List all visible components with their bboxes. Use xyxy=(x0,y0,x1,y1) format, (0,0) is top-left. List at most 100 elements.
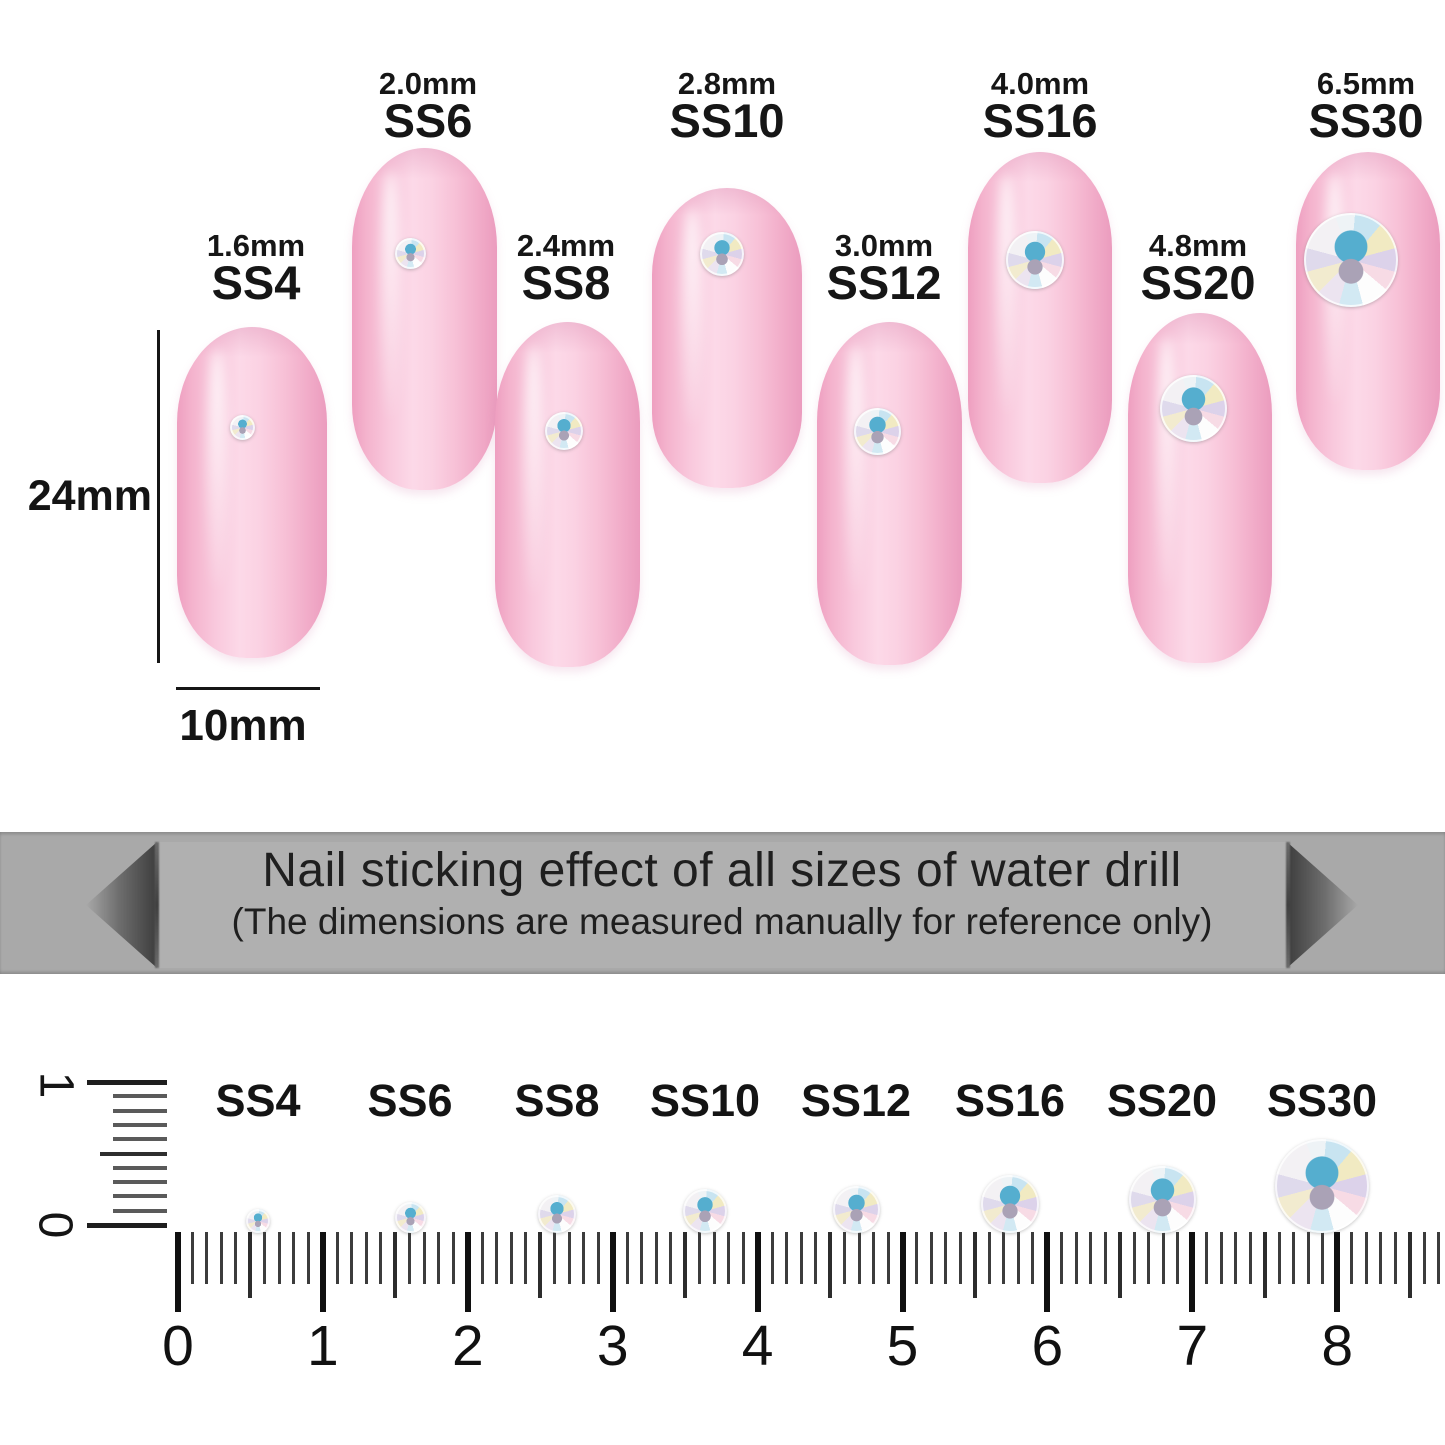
ruler-number-0: 0 xyxy=(162,1314,194,1378)
ruler-tick-4.1cm xyxy=(770,1232,774,1284)
ruler-tick-2.6cm xyxy=(553,1232,557,1284)
ruler-tick-5.7cm xyxy=(1002,1232,1006,1284)
ruler-tick-1.8cm xyxy=(437,1232,441,1284)
ruler-number-4: 4 xyxy=(741,1314,774,1378)
ruler-tick-3.8cm xyxy=(727,1232,731,1284)
ruler-tick-0.9cm xyxy=(306,1232,310,1284)
ruler-tick-5.4cm xyxy=(958,1232,962,1284)
ruler-tick-6.4cm xyxy=(1103,1232,1107,1284)
nail-ss20 xyxy=(1128,313,1272,663)
vertical-ruler-tick-5 xyxy=(100,1151,167,1156)
ruler-tick-6.6cm xyxy=(1132,1232,1136,1284)
ruler-tick-1.1cm xyxy=(335,1232,339,1284)
ruler-stone-label-ss16: SS16 xyxy=(954,1075,1066,1126)
nail-size-mm-label-ss8: 2.4mm xyxy=(516,228,616,263)
ruler-tick-7.5cm xyxy=(1262,1232,1267,1298)
vertical-ruler-number-1: 1 xyxy=(29,1071,83,1099)
ruler-stone-label-ss10: SS10 xyxy=(649,1075,761,1126)
ruler-tick-0.4cm xyxy=(234,1232,238,1284)
ruler-tick-2.0cm xyxy=(464,1232,471,1312)
ruler-tick-3.4cm xyxy=(669,1232,673,1284)
ruler-tick-0.0cm xyxy=(175,1232,181,1312)
banner-panel xyxy=(157,842,1287,968)
ruler-stone-label-ss4: SS4 xyxy=(215,1075,301,1126)
ruler-tick-0.2cm xyxy=(205,1232,209,1284)
ruler-tick-3.0cm xyxy=(609,1232,616,1312)
ruler-tick-4.9cm xyxy=(886,1232,890,1284)
ruler-number-3: 3 xyxy=(596,1314,629,1378)
ruler-tick-3.2cm xyxy=(640,1232,644,1284)
ruler-tick-2.4cm xyxy=(524,1232,528,1284)
ruler-tick-7.3cm xyxy=(1234,1232,1238,1284)
ruler-stone-label-ss6: SS6 xyxy=(367,1075,453,1126)
ruler-tick-8.7cm xyxy=(1437,1232,1441,1284)
nail-ss30 xyxy=(1296,152,1440,470)
rhinestone-ss4-on-nail xyxy=(229,414,255,440)
nail-size-ss-label-ss10: SS10 xyxy=(669,94,785,147)
ruler-tick-5.3cm xyxy=(944,1232,948,1284)
ruler-tick-7.6cm xyxy=(1277,1232,1281,1284)
ruler-tick-5.9cm xyxy=(1031,1232,1035,1284)
height-dimension-label: 24mm xyxy=(27,472,152,520)
nail-size-ss-label-ss6: SS6 xyxy=(383,94,473,147)
ruler-tick-5.8cm xyxy=(1016,1232,1020,1284)
width-dimension-line xyxy=(176,687,320,690)
rhinestone-ss12-on-nail xyxy=(853,407,901,455)
rhinestone-ss6-on-ruler xyxy=(394,1202,426,1233)
rhinestone-ss12-on-ruler xyxy=(832,1186,880,1233)
rhinestone-ss20-on-ruler xyxy=(1128,1166,1196,1233)
ruler-number-6: 6 xyxy=(1031,1314,1064,1378)
ruler-tick-5.5cm xyxy=(972,1232,977,1298)
ruler-tick-4.8cm xyxy=(872,1232,876,1284)
ruler-tick-2.5cm xyxy=(538,1232,543,1298)
ruler-tick-1.6cm xyxy=(408,1232,412,1284)
ruler-tick-2.7cm xyxy=(567,1232,571,1284)
rhinestone-ss10-on-ruler xyxy=(683,1189,727,1233)
nail-size-mm-label-ss6: 2.0mm xyxy=(378,66,478,101)
vertical-ruler-tick-10 xyxy=(87,1222,167,1228)
ruler-tick-5.0cm xyxy=(899,1232,906,1312)
ruler-tick-6.0cm xyxy=(1044,1232,1051,1312)
ruler-number-5: 5 xyxy=(886,1314,919,1378)
ruler-tick-0.8cm xyxy=(292,1232,296,1284)
ruler-tick-1.2cm xyxy=(350,1232,354,1284)
nail-size-mm-label-ss30: 6.5mm xyxy=(1316,66,1416,101)
banner-panel-right-edge xyxy=(1286,842,1290,968)
nail-size-mm-label-ss10: 2.8mm xyxy=(677,66,777,101)
ruler-tick-1.3cm xyxy=(364,1232,368,1284)
vertical-ruler-tick-4 xyxy=(113,1137,167,1142)
vertical-ruler-number-0: 0 xyxy=(28,1211,82,1239)
ruler-tick-0.5cm xyxy=(248,1232,253,1298)
ruler-tick-4.2cm xyxy=(785,1232,789,1284)
nail-size-ss-label-ss20: SS20 xyxy=(1140,256,1256,309)
vertical-ruler-tick-0 xyxy=(87,1079,167,1085)
nail-ss6 xyxy=(352,148,497,490)
rhinestone-ss10-on-nail xyxy=(700,232,744,276)
ruler-tick-7.4cm xyxy=(1248,1232,1252,1284)
ruler-tick-2.2cm xyxy=(495,1232,499,1284)
nail-size-ss-label-ss16: SS16 xyxy=(982,94,1098,147)
ruler-tick-7.8cm xyxy=(1306,1232,1310,1284)
ruler-tick-6.9cm xyxy=(1176,1232,1180,1284)
rhinestone-ss8-on-nail xyxy=(545,412,583,450)
ruler-tick-2.1cm xyxy=(480,1232,484,1284)
ruler-tick-7.7cm xyxy=(1292,1232,1296,1284)
ruler-tick-4.5cm xyxy=(828,1232,833,1298)
nail-size-ss-label-ss12: SS12 xyxy=(826,256,942,309)
ruler-tick-8.6cm xyxy=(1422,1232,1426,1284)
rhinestone-ss16-on-nail xyxy=(1006,231,1064,289)
ruler-tick-3.6cm xyxy=(698,1232,702,1284)
ruler-stone-label-ss30: SS30 xyxy=(1266,1075,1378,1126)
nail-ss4 xyxy=(177,327,327,658)
ruler-tick-7.9cm xyxy=(1321,1232,1325,1284)
ruler-tick-6.2cm xyxy=(1074,1232,1078,1284)
ruler-number-8: 8 xyxy=(1321,1314,1354,1378)
ruler-tick-1.5cm xyxy=(393,1232,398,1298)
ruler-tick-2.9cm xyxy=(596,1232,600,1284)
nail-size-mm-label-ss20: 4.8mm xyxy=(1148,228,1248,263)
rhinestone-ss6-on-nail xyxy=(394,237,426,269)
ruler-tick-2.8cm xyxy=(582,1232,586,1284)
rhinestone-ss4-on-ruler xyxy=(246,1209,270,1233)
width-dimension-label: 10mm xyxy=(179,701,307,750)
ruler-tick-6.1cm xyxy=(1060,1232,1064,1284)
